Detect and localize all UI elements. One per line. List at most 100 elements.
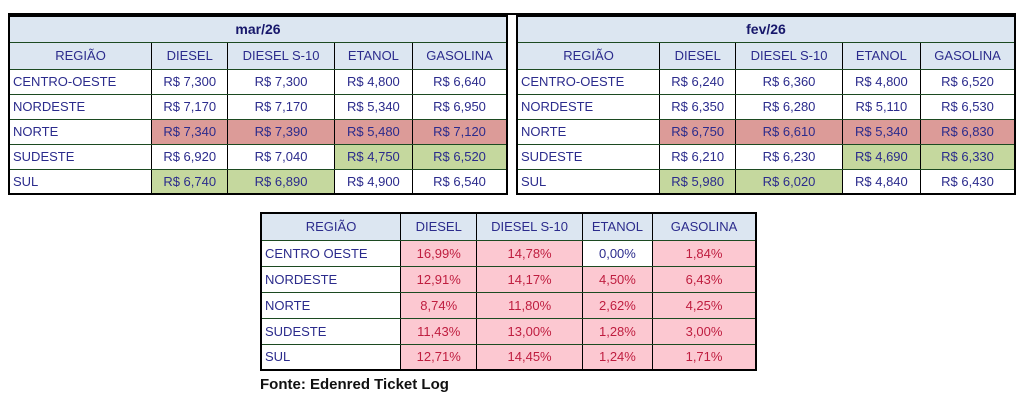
value-cell-highlight-decrease: R$ 6,890 xyxy=(227,168,335,195)
column-header: REGIÃO xyxy=(516,41,661,70)
pct-cell-highlight: 14,78% xyxy=(476,239,583,267)
table-row: CENTRO OESTE 16,99% 14,78% 0,00% 1,84% xyxy=(260,239,757,267)
pct-cell-highlight: 2,62% xyxy=(581,291,654,319)
column-header: DIESEL xyxy=(659,41,737,70)
value-cell: R$ 5,340 xyxy=(333,93,414,120)
pct-cell-highlight: 1,71% xyxy=(652,343,757,371)
value-cell: R$ 4,800 xyxy=(841,68,922,95)
column-header: ETANOL xyxy=(841,41,922,70)
value-cell-highlight-increase: R$ 6,830 xyxy=(920,118,1016,145)
table-row: REGIÃO DIESEL DIESEL S-10 ETANOL GASOLIN… xyxy=(516,41,1016,70)
table-row: CENTRO-OESTE R$ 7,300 R$ 7,300 R$ 4,800 … xyxy=(8,68,508,95)
table-row: CENTRO-OESTE R$ 6,240 R$ 6,360 R$ 4,800 … xyxy=(516,68,1016,95)
region-cell: SUDESTE xyxy=(8,143,153,170)
source-citation: Fonte: Edenred Ticket Log xyxy=(260,376,449,393)
value-cell: R$ 7,300 xyxy=(151,68,229,95)
region-cell: NORTE xyxy=(8,118,153,145)
value-cell: R$ 7,300 xyxy=(227,68,335,95)
value-cell: R$ 5,110 xyxy=(841,93,922,120)
pct-cell-highlight: 16,99% xyxy=(400,239,478,267)
pct-cell-highlight: 1,28% xyxy=(581,317,654,345)
value-cell-highlight-decrease: R$ 4,750 xyxy=(333,143,414,170)
region-cell: SUL xyxy=(516,168,661,195)
region-cell: NORTE xyxy=(516,118,661,145)
top-divider-line xyxy=(8,13,1016,15)
value-cell-highlight-decrease: R$ 5,980 xyxy=(659,168,737,195)
region-cell: CENTRO OESTE xyxy=(260,239,402,267)
region-cell: SUL xyxy=(260,343,402,371)
column-header: GASOLINA xyxy=(920,41,1016,70)
pct-cell-highlight: 4,50% xyxy=(581,265,654,293)
value-cell-highlight-increase: R$ 7,120 xyxy=(412,118,508,145)
value-cell-highlight-increase: R$ 6,750 xyxy=(659,118,737,145)
column-header: DIESEL S-10 xyxy=(476,212,583,241)
value-cell: R$ 7,170 xyxy=(151,93,229,120)
value-cell: R$ 6,280 xyxy=(735,93,843,120)
value-cell: R$ 6,350 xyxy=(659,93,737,120)
table-row: NORDESTE R$ 6,350 R$ 6,280 R$ 5,110 R$ 6… xyxy=(516,93,1016,120)
value-cell: R$ 6,520 xyxy=(920,68,1016,95)
table-row: SUL 12,71% 14,45% 1,24% 1,71% xyxy=(260,343,757,371)
pct-cell: 0,00% xyxy=(581,239,654,267)
region-cell: SUL xyxy=(8,168,153,195)
table-title-mar: mar/26 xyxy=(8,15,508,43)
table-row: NORTE R$ 6,750 R$ 6,610 R$ 5,340 R$ 6,83… xyxy=(516,118,1016,145)
pct-cell-highlight: 6,43% xyxy=(652,265,757,293)
value-cell: R$ 6,540 xyxy=(412,168,508,195)
column-header: DIESEL xyxy=(151,41,229,70)
value-cell-highlight-decrease: R$ 6,020 xyxy=(735,168,843,195)
table-title-fev: fev/26 xyxy=(516,15,1016,43)
region-cell: SUDESTE xyxy=(260,317,402,345)
column-header: GASOLINA xyxy=(652,212,757,241)
value-cell-highlight-increase: R$ 7,340 xyxy=(151,118,229,145)
value-cell: R$ 6,210 xyxy=(659,143,737,170)
value-cell: R$ 7,040 xyxy=(227,143,335,170)
region-cell: NORDESTE xyxy=(516,93,661,120)
pct-cell-highlight: 14,45% xyxy=(476,343,583,371)
pct-cell-highlight: 13,00% xyxy=(476,317,583,345)
column-header: GASOLINA xyxy=(412,41,508,70)
value-cell-highlight-decrease: R$ 4,690 xyxy=(841,143,922,170)
pct-cell-highlight: 12,91% xyxy=(400,265,478,293)
column-header: REGIÃO xyxy=(260,212,402,241)
region-cell: NORTE xyxy=(260,291,402,319)
table-row: REGIÃO DIESEL DIESEL S-10 ETANOL GASOLIN… xyxy=(8,41,508,70)
region-cell: NORDESTE xyxy=(8,93,153,120)
table-row: SUDESTE R$ 6,210 R$ 6,230 R$ 4,690 R$ 6,… xyxy=(516,143,1016,170)
table-row: SUL R$ 5,980 R$ 6,020 R$ 4,840 R$ 6,430 xyxy=(516,168,1016,195)
column-header: ETANOL xyxy=(581,212,654,241)
value-cell: R$ 4,840 xyxy=(841,168,922,195)
column-header: REGIÃO xyxy=(8,41,153,70)
pct-cell-highlight: 12,71% xyxy=(400,343,478,371)
value-cell: R$ 6,240 xyxy=(659,68,737,95)
column-header: ETANOL xyxy=(333,41,414,70)
value-cell: R$ 6,230 xyxy=(735,143,843,170)
table-row: SUDESTE R$ 6,920 R$ 7,040 R$ 4,750 R$ 6,… xyxy=(8,143,508,170)
percentage-change-table: REGIÃO DIESEL DIESEL S-10 ETANOL GASOLIN… xyxy=(260,212,757,371)
pct-cell-highlight: 11,80% xyxy=(476,291,583,319)
pct-cell-highlight: 4,25% xyxy=(652,291,757,319)
region-cell: SUDESTE xyxy=(516,143,661,170)
value-cell: R$ 6,430 xyxy=(920,168,1016,195)
value-cell: R$ 6,360 xyxy=(735,68,843,95)
value-cell-highlight-decrease: R$ 6,740 xyxy=(151,168,229,195)
column-header: DIESEL S-10 xyxy=(735,41,843,70)
price-table-mar-26: mar/26 REGIÃO DIESEL DIESEL S-10 ETANOL … xyxy=(8,15,508,195)
table-row: NORTE R$ 7,340 R$ 7,390 R$ 5,480 R$ 7,12… xyxy=(8,118,508,145)
column-header: DIESEL xyxy=(400,212,478,241)
value-cell-highlight-increase: R$ 5,340 xyxy=(841,118,922,145)
value-cell: R$ 6,920 xyxy=(151,143,229,170)
table-row: REGIÃO DIESEL DIESEL S-10 ETANOL GASOLIN… xyxy=(260,212,757,241)
pct-cell-highlight: 14,17% xyxy=(476,265,583,293)
value-cell-highlight-increase: R$ 5,480 xyxy=(333,118,414,145)
region-cell: CENTRO-OESTE xyxy=(516,68,661,95)
value-cell: R$ 4,800 xyxy=(333,68,414,95)
pct-cell-highlight: 1,24% xyxy=(581,343,654,371)
value-cell: R$ 6,530 xyxy=(920,93,1016,120)
value-cell-highlight-increase: R$ 7,390 xyxy=(227,118,335,145)
pct-cell-highlight: 11,43% xyxy=(400,317,478,345)
region-cell: NORDESTE xyxy=(260,265,402,293)
table-row: fev/26 xyxy=(516,15,1016,43)
value-cell-highlight-decrease: R$ 6,330 xyxy=(920,143,1016,170)
